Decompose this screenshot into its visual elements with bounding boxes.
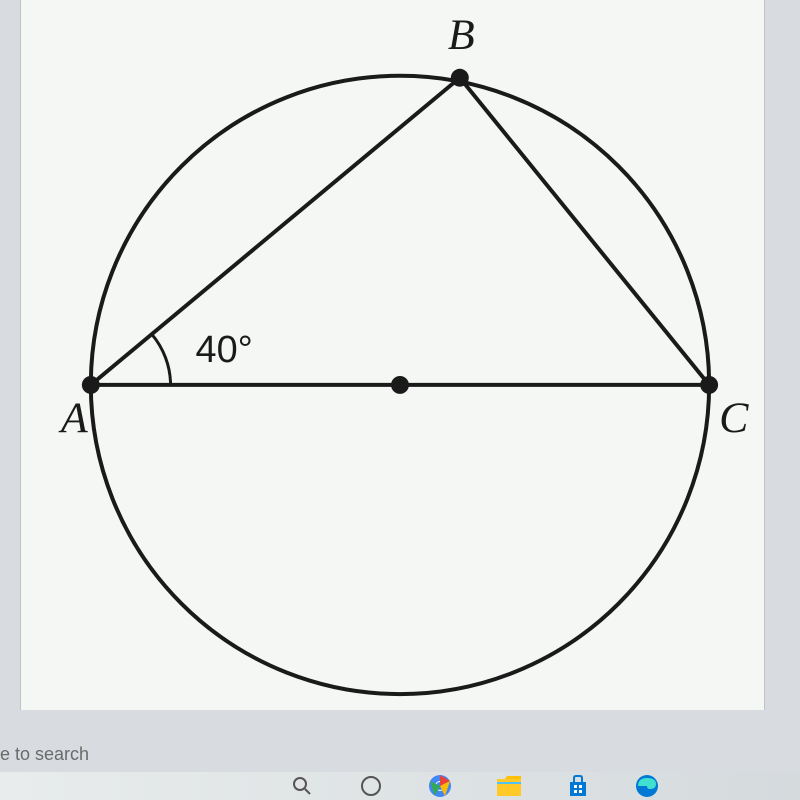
file-explorer-icon[interactable] [497, 774, 521, 798]
label-C: C [719, 394, 749, 442]
angle-label: 40° [196, 329, 253, 371]
chrome-icon[interactable] [428, 774, 452, 798]
label-B: B [448, 11, 475, 59]
point-center [391, 376, 409, 394]
search-partial-text: e to search [0, 744, 89, 765]
line-BC [460, 78, 709, 385]
line-AB [91, 78, 460, 385]
label-A: A [58, 394, 88, 442]
edge-icon[interactable] [635, 774, 659, 798]
content-panel: A B C 40° [20, 0, 765, 710]
search-icon[interactable] [290, 774, 314, 798]
geometry-diagram: A B C 40° [21, 0, 764, 710]
point-A [82, 376, 100, 394]
point-C [700, 376, 718, 394]
cortana-icon[interactable] [359, 774, 383, 798]
store-icon[interactable] [566, 774, 590, 798]
point-B [451, 69, 469, 87]
angle-arc [152, 334, 171, 385]
taskbar [0, 772, 800, 800]
